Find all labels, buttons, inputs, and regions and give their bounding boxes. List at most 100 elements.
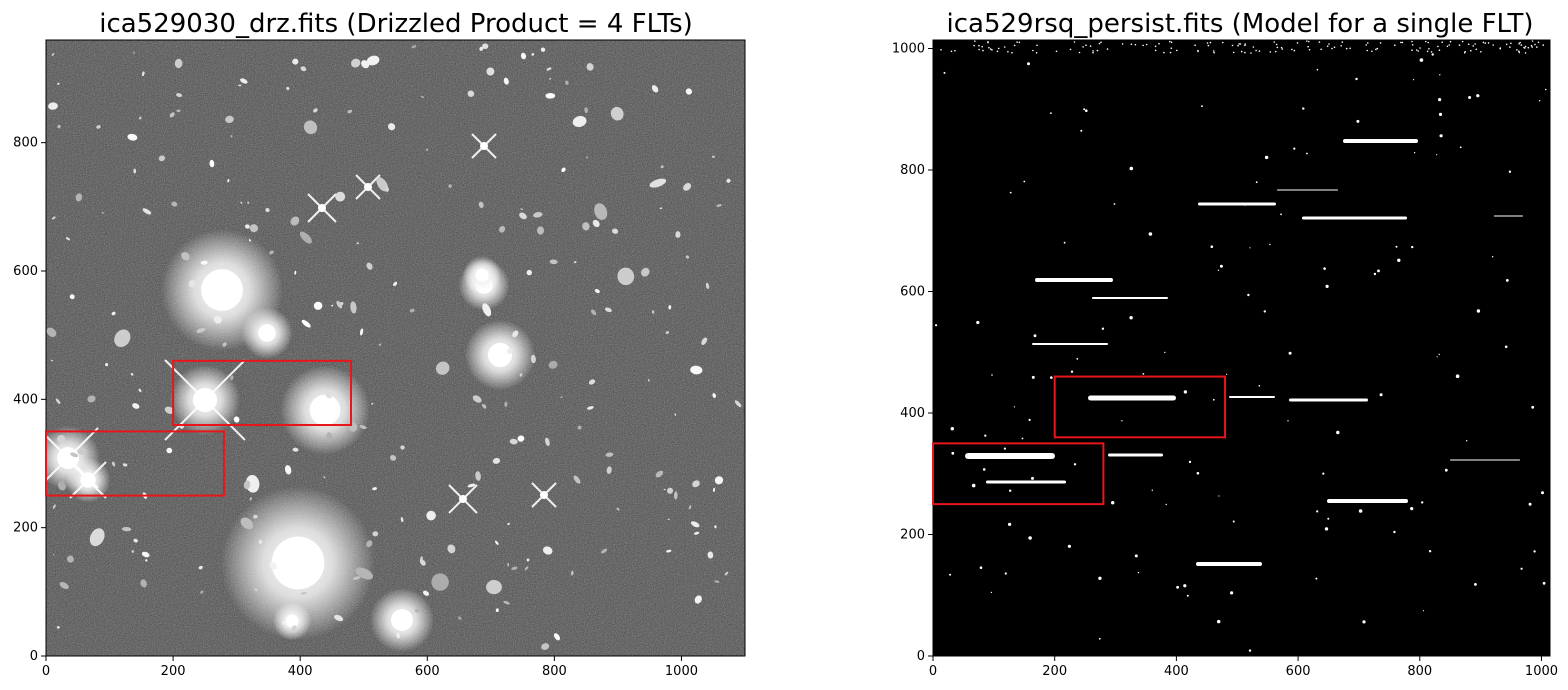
galaxy xyxy=(299,231,312,244)
edge-noise xyxy=(1003,46,1006,48)
galaxy xyxy=(649,178,667,188)
speckle xyxy=(1243,203,1246,206)
x-axis: 0 200 400 600 800 1000 xyxy=(929,656,1558,679)
galaxy xyxy=(198,565,203,570)
x-tick-label: 1000 xyxy=(665,664,698,679)
speckle xyxy=(1248,649,1252,652)
speckle xyxy=(1315,577,1318,580)
galaxy xyxy=(482,303,492,317)
galaxy xyxy=(396,632,400,639)
y-axis: 0 200 400 600 800 xyxy=(13,136,46,664)
galaxy xyxy=(372,487,378,491)
galaxy xyxy=(685,255,690,259)
star xyxy=(318,204,326,212)
speckle xyxy=(1148,232,1153,236)
speckle xyxy=(1080,129,1083,132)
persistence-streak xyxy=(986,480,1066,484)
galaxy xyxy=(495,540,499,545)
speckle xyxy=(1269,243,1271,246)
edge-noise xyxy=(1437,45,1439,48)
speckle xyxy=(1293,147,1296,150)
galaxy xyxy=(290,216,300,226)
edge-noise xyxy=(1007,50,1009,53)
galaxy xyxy=(225,115,234,124)
edge-noise xyxy=(978,48,980,51)
galaxy xyxy=(366,262,373,270)
edge-noise xyxy=(1333,46,1336,48)
speckle xyxy=(1218,495,1220,497)
edge-noise xyxy=(1446,45,1449,48)
galaxy xyxy=(560,396,563,398)
galaxy xyxy=(726,178,731,183)
galaxy xyxy=(533,212,543,218)
speckle xyxy=(982,468,986,471)
speckle xyxy=(1542,581,1546,585)
speckle xyxy=(1009,191,1012,194)
edge-noise xyxy=(1328,43,1330,45)
edge-noise xyxy=(1542,44,1545,46)
galaxy xyxy=(171,201,178,207)
galaxy xyxy=(582,222,590,231)
edge-noise xyxy=(1365,44,1367,46)
edge-noise xyxy=(1509,46,1511,48)
galaxy xyxy=(51,216,56,220)
highlight-box xyxy=(45,430,225,497)
axes-frame xyxy=(45,39,746,657)
speckle xyxy=(1111,501,1115,505)
galaxy xyxy=(269,562,277,570)
edge-noise xyxy=(1092,50,1094,52)
galaxy xyxy=(121,526,132,532)
bright-source-core xyxy=(285,614,299,628)
edge-noise xyxy=(1534,43,1536,46)
speckle xyxy=(1219,264,1223,268)
galaxy xyxy=(69,294,75,300)
edge-noise xyxy=(1320,48,1322,51)
speckle xyxy=(1419,58,1424,62)
y-tick-label: 200 xyxy=(900,528,925,543)
galaxy xyxy=(230,375,234,381)
x-tick-label: 1000 xyxy=(1525,664,1558,679)
star xyxy=(459,495,467,503)
speckle xyxy=(1021,437,1024,440)
edge-noise xyxy=(1244,44,1246,47)
speckle xyxy=(1142,373,1145,375)
speckle xyxy=(1121,420,1123,422)
galaxy xyxy=(409,308,415,313)
galaxy xyxy=(372,531,379,537)
speckle xyxy=(1028,536,1032,540)
galaxy xyxy=(138,116,142,120)
edge-noise xyxy=(1121,43,1124,45)
edge-noise xyxy=(1308,40,1310,43)
galaxy xyxy=(541,643,550,650)
galaxy xyxy=(503,77,509,85)
galaxy xyxy=(378,343,382,346)
edge-noise xyxy=(1371,50,1373,53)
y-tick-label: 0 xyxy=(917,649,925,664)
persistence-streak xyxy=(965,453,1055,459)
edge-noise xyxy=(1078,51,1081,54)
edge-noise xyxy=(1461,40,1464,43)
speckle xyxy=(1410,507,1414,511)
edge-noise xyxy=(1366,49,1368,52)
star xyxy=(480,142,488,150)
galaxy xyxy=(227,179,230,183)
galaxy xyxy=(286,86,290,91)
galaxy xyxy=(131,550,135,553)
galaxy xyxy=(350,301,357,314)
edge-noise xyxy=(1516,49,1518,51)
galaxy xyxy=(577,425,582,430)
star xyxy=(364,183,372,191)
edge-noise xyxy=(1307,45,1309,48)
galaxy xyxy=(324,390,333,399)
speckle xyxy=(1336,430,1340,435)
y-tick-label: 400 xyxy=(900,406,925,421)
speckle xyxy=(1255,181,1258,184)
galaxy xyxy=(111,461,116,467)
galaxy xyxy=(102,211,104,214)
edge-noise xyxy=(1448,44,1450,46)
edge-noise xyxy=(1411,49,1413,51)
galaxy xyxy=(511,566,518,570)
x-tick-label: 0 xyxy=(929,664,937,679)
galaxy xyxy=(70,452,79,458)
edge-noise xyxy=(1145,43,1148,46)
